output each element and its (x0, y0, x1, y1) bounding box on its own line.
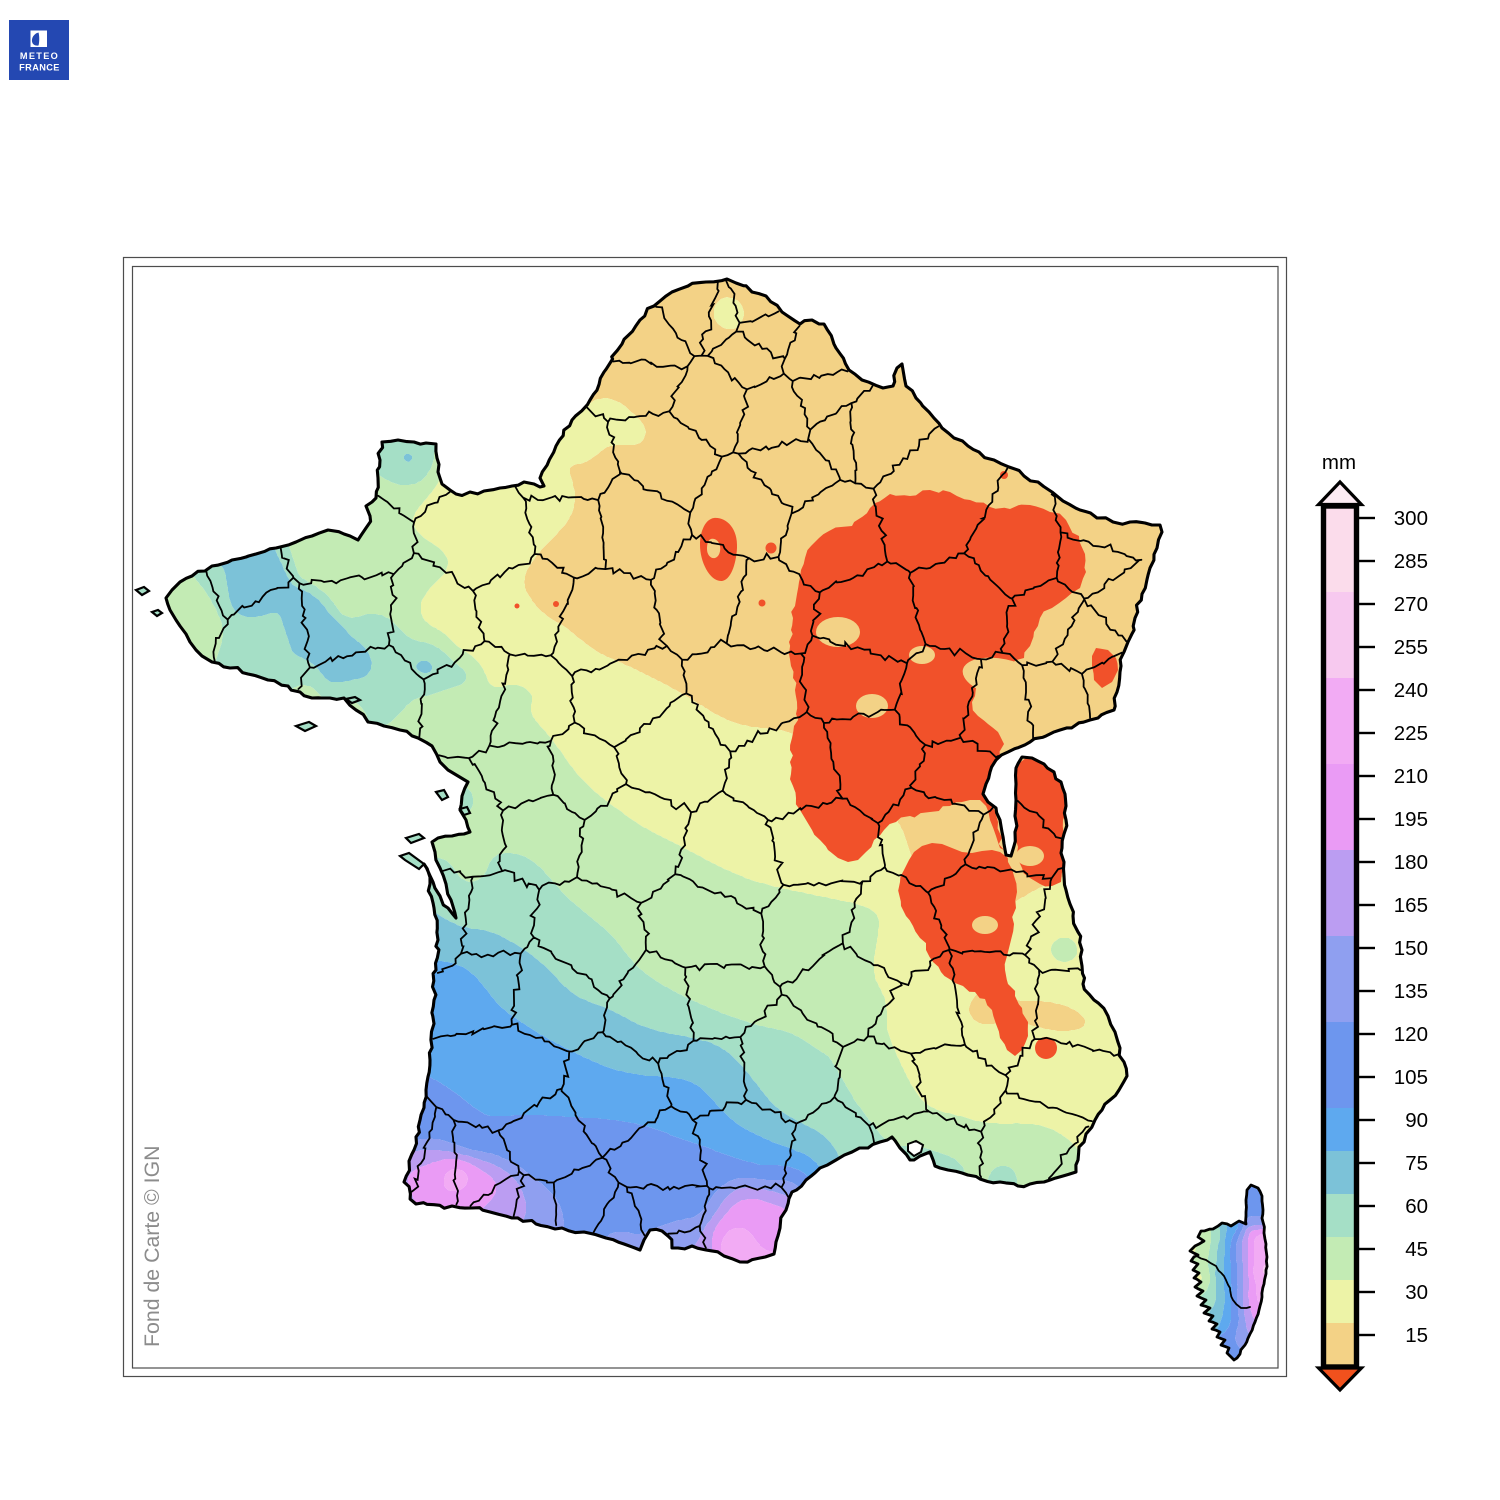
svg-text:METEO: METEO (20, 51, 59, 61)
svg-text:270: 270 (1394, 593, 1428, 616)
svg-text:mm: mm (1322, 451, 1356, 474)
svg-text:30: 30 (1405, 1281, 1428, 1304)
svg-text:75: 75 (1405, 1152, 1428, 1175)
svg-text:195: 195 (1394, 808, 1428, 831)
svg-text:150: 150 (1394, 937, 1428, 960)
svg-text:180: 180 (1394, 851, 1428, 874)
svg-text:300: 300 (1394, 507, 1428, 530)
svg-text:105: 105 (1394, 1066, 1428, 1089)
svg-text:135: 135 (1394, 980, 1428, 1003)
svg-text:45: 45 (1405, 1238, 1428, 1261)
svg-text:225: 225 (1394, 722, 1428, 745)
svg-text:90: 90 (1405, 1109, 1428, 1132)
svg-text:240: 240 (1394, 679, 1428, 702)
svg-text:Fond de Carte © IGN: Fond de Carte © IGN (140, 1145, 164, 1347)
svg-text:165: 165 (1394, 894, 1428, 917)
svg-text:255: 255 (1394, 636, 1428, 659)
svg-text:FRANCE: FRANCE (19, 63, 60, 73)
svg-text:285: 285 (1394, 550, 1428, 573)
svg-text:120: 120 (1394, 1023, 1428, 1046)
svg-text:60: 60 (1405, 1195, 1428, 1218)
svg-text:210: 210 (1394, 765, 1428, 788)
svg-text:15: 15 (1405, 1324, 1428, 1347)
